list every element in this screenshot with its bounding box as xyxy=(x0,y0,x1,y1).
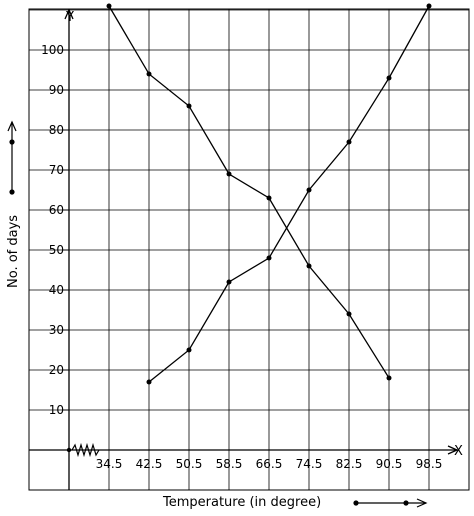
y-tick-label: 60 xyxy=(49,203,64,217)
data-point xyxy=(266,255,272,261)
x-axis-title: Temperature (in degree) xyxy=(162,495,321,510)
series-layer xyxy=(106,3,432,385)
y-tick-label: 90 xyxy=(49,83,64,97)
data-point xyxy=(146,71,152,77)
data-point xyxy=(146,379,152,385)
data-point xyxy=(106,3,112,9)
series-line-2 xyxy=(148,5,430,383)
chart-grid xyxy=(28,8,470,491)
y-tick-label: 50 xyxy=(49,243,64,257)
y-tick-label: 80 xyxy=(49,123,64,137)
data-point xyxy=(386,375,392,381)
series-line-1 xyxy=(108,5,390,379)
x-axis-arrowhead xyxy=(447,445,459,455)
data-point xyxy=(386,75,392,81)
data-point xyxy=(426,3,432,9)
x-tick-label: 74.5 xyxy=(296,457,323,471)
y-axis-letter: Y xyxy=(65,10,74,25)
y-tick-label: 40 xyxy=(49,283,64,297)
x-tick-label: 66.5 xyxy=(256,457,283,471)
y-axis-title: No. of days xyxy=(6,215,21,288)
axis-break-mark xyxy=(71,442,100,458)
y-tick-label: 70 xyxy=(49,163,64,177)
x-tick-label: 50.5 xyxy=(176,457,203,471)
chart-axes xyxy=(29,8,459,490)
y-tick-label: 20 xyxy=(49,363,64,377)
y-tick-label: 30 xyxy=(49,323,64,337)
x-tick-label: 42.5 xyxy=(136,457,163,471)
origin-point xyxy=(66,447,72,453)
data-point xyxy=(226,279,232,285)
data-point xyxy=(346,139,352,145)
data-point xyxy=(226,171,232,177)
x-axis-letter: X xyxy=(454,444,463,459)
tick-labels: 34.5 42.5 50.5 58.5 66.5 74.5 82.5 90.5 98.5 10 20… xyxy=(41,43,442,471)
data-point xyxy=(186,103,192,109)
y-tick-label: 10 xyxy=(49,403,64,417)
x-tick-label: 90.5 xyxy=(376,457,403,471)
y-tick-label: 100 xyxy=(41,43,64,57)
x-direction-arrow xyxy=(353,498,428,508)
data-point xyxy=(266,195,272,201)
plot-frame xyxy=(28,8,470,491)
x-tick-label: 58.5 xyxy=(216,457,243,471)
x-tick-label: 82.5 xyxy=(336,457,363,471)
data-point xyxy=(186,347,192,353)
y-direction-arrow xyxy=(7,120,17,195)
x-tick-label: 34.5 xyxy=(96,457,123,471)
data-point xyxy=(306,187,312,193)
y-axis-arrowhead xyxy=(64,8,74,20)
x-tick-label: 98.5 xyxy=(416,457,443,471)
data-point xyxy=(306,263,312,269)
data-point xyxy=(346,311,352,317)
